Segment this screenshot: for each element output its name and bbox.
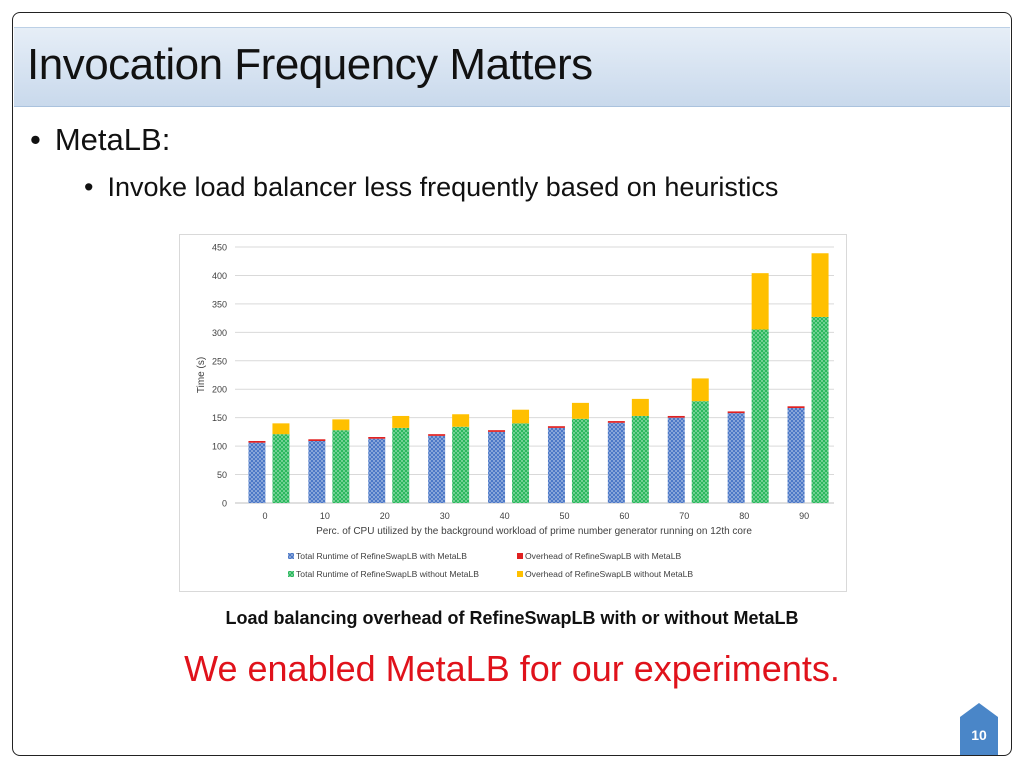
bar-overhead-with-metalb: [428, 434, 446, 436]
x-axis-label: Perc. of CPU utilized by the background …: [316, 526, 752, 537]
bar-runtime-with-metalb: [248, 442, 266, 503]
bullet-metalb: • MetaLB:: [30, 122, 170, 158]
x-tick-label: 0: [262, 511, 267, 521]
figure-caption: Load balancing overhead of RefineSwapLB …: [225, 608, 799, 628]
bar-overhead-with-metalb: [488, 430, 506, 432]
legend-label: Total Runtime of RefineSwapLB without Me…: [296, 569, 479, 579]
bar-chart: 0 50 100 150 200 250 300 350 400 450 Time (s) 0 10 20…: [196, 243, 834, 579]
bullet-dot: •: [84, 172, 94, 202]
bar-runtime-with-metalb: [667, 417, 685, 503]
y-tick-label: 150: [212, 413, 227, 423]
bar-overhead-with-metalb: [368, 437, 386, 439]
bar-runtime-without-metalb: [571, 418, 589, 503]
bar-overhead-with-metalb: [727, 411, 745, 414]
slide-title: Invocation Frequency Matters: [27, 40, 593, 89]
legend-label: Overhead of RefineSwapLB with MetaLB: [525, 551, 681, 561]
bar-runtime-without-metalb: [811, 316, 829, 503]
y-tick-label: 250: [212, 356, 227, 366]
bar-overhead-with-metalb: [308, 439, 326, 441]
bar-runtime-without-metalb: [452, 426, 470, 503]
bar-overhead-without-metalb: [751, 273, 769, 330]
legend-swatch: [517, 571, 523, 577]
bar-runtime-without-metalb: [272, 434, 290, 503]
bar-overhead-without-metalb: [452, 414, 470, 427]
y-tick-label: 450: [212, 243, 227, 253]
bar-runtime-with-metalb: [547, 427, 565, 503]
legend-swatch: [288, 553, 294, 559]
bar-overhead-with-metalb: [547, 426, 565, 428]
bar-runtime-with-metalb: [308, 440, 326, 503]
y-tick-label: 100: [212, 442, 227, 452]
y-tick-label: 300: [212, 328, 227, 338]
y-tick-label: 0: [222, 499, 227, 509]
bar-overhead-without-metalb: [332, 419, 350, 431]
takeaway-text: We enabled MetaLB for our experiments.: [184, 648, 840, 689]
bar-runtime-with-metalb: [368, 438, 386, 503]
bar-overhead-with-metalb: [787, 406, 805, 408]
bar-runtime-without-metalb: [631, 415, 649, 503]
x-tick-label: 50: [559, 511, 569, 521]
bar-overhead-without-metalb: [811, 253, 829, 317]
bar-runtime-without-metalb: [392, 427, 410, 503]
y-tick-label: 200: [212, 385, 227, 395]
x-tick-label: 10: [320, 511, 330, 521]
x-tick-label: 70: [679, 511, 689, 521]
sub-bullet-heuristics-text: Invoke load balancer less frequently bas…: [107, 172, 779, 202]
bar-overhead-with-metalb: [667, 415, 685, 418]
legend-swatch: [517, 553, 523, 559]
x-tick-label: 90: [799, 511, 809, 521]
title-band: [14, 27, 1010, 107]
bar-runtime-with-metalb: [607, 422, 625, 503]
bar-overhead-without-metalb: [571, 402, 589, 419]
bullet-dot: •: [30, 122, 41, 157]
bar-overhead-without-metalb: [392, 415, 410, 428]
bar-overhead-with-metalb: [607, 421, 625, 423]
x-tick-label: 30: [440, 511, 450, 521]
bar-runtime-with-metalb: [488, 431, 506, 503]
page-badge: [960, 703, 998, 755]
x-tick-label: 60: [619, 511, 629, 521]
y-tick-label: 350: [212, 299, 227, 309]
page-number: 10: [971, 727, 987, 743]
bar-runtime-with-metalb: [727, 413, 745, 503]
x-tick-label: 20: [380, 511, 390, 521]
bar-runtime-without-metalb: [512, 423, 530, 503]
bar-overhead-with-metalb: [248, 440, 266, 443]
page-badge-shape: [960, 703, 998, 755]
bar-overhead-without-metalb: [631, 398, 649, 416]
bar-runtime-without-metalb: [332, 430, 350, 503]
y-tick-label: 50: [217, 470, 227, 480]
legend-label: Total Runtime of RefineSwapLB with MetaL…: [296, 551, 467, 561]
bar-overhead-without-metalb: [272, 423, 290, 435]
legend-label: Overhead of RefineSwapLB without MetaLB: [525, 569, 693, 579]
bar-runtime-without-metalb: [691, 401, 709, 503]
x-tick-label: 80: [739, 511, 749, 521]
y-axis-label: Time (s): [196, 357, 207, 393]
bar-runtime-with-metalb: [787, 407, 805, 503]
bar-runtime-without-metalb: [751, 329, 769, 503]
y-tick-label: 400: [212, 271, 227, 281]
sub-bullet-heuristics: • Invoke load balancer less frequently ba…: [84, 172, 778, 203]
legend-swatch: [288, 571, 294, 577]
x-tick-label: 40: [500, 511, 510, 521]
chart-container: 0 50 100 150 200 250 300 350 400 450 Time (s) 0 10 20…: [179, 234, 847, 592]
bar-overhead-without-metalb: [691, 378, 709, 402]
bar-overhead-without-metalb: [512, 409, 530, 424]
bar-runtime-with-metalb: [428, 435, 446, 503]
bullet-metalb-text: MetaLB:: [54, 122, 171, 157]
